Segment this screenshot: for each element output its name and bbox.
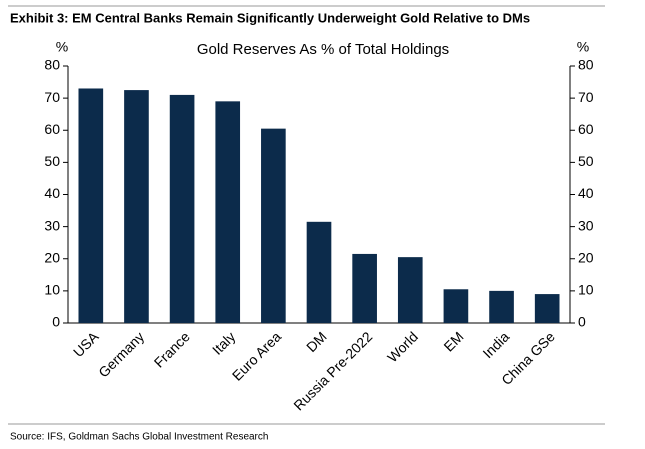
- x-tick-label: India: [480, 328, 513, 361]
- y-tick-label: 80: [44, 57, 60, 73]
- y-tick-label: 70: [44, 89, 60, 105]
- bar: [397, 257, 423, 323]
- chart-subtitle: Gold Reserves As % of Total Holdings: [197, 41, 449, 58]
- bar: [534, 294, 560, 323]
- x-tick-label: EM: [440, 328, 466, 354]
- y-tick-label: 20: [44, 249, 60, 265]
- y-tick-label: 40: [44, 185, 60, 201]
- bar: [352, 253, 377, 323]
- y-tick-label: 10: [44, 282, 60, 298]
- y2-tick-label: 60: [578, 121, 594, 137]
- y-tick-label: 30: [44, 217, 60, 233]
- y-tick-label: 0: [52, 314, 60, 330]
- y2-axis-label: %: [577, 39, 589, 55]
- y2-tick-label: 80: [578, 57, 594, 73]
- source-note: Source: IFS, Goldman Sachs Global Invest…: [10, 432, 268, 443]
- x-tick-label: DM: [303, 328, 330, 355]
- y2-tick-label: 0: [578, 314, 586, 330]
- y2-tick-label: 70: [578, 89, 594, 105]
- bar: [261, 128, 286, 323]
- x-tick-label: World: [384, 328, 421, 365]
- bar: [124, 90, 149, 323]
- y2-tick-label: 30: [578, 217, 594, 233]
- y2-tick-label: 20: [578, 249, 594, 265]
- y2-tick-label: 40: [578, 185, 594, 201]
- bar: [169, 94, 195, 323]
- y-axis-label: %: [56, 39, 68, 55]
- x-tick-label: Germany: [95, 328, 147, 380]
- x-tick-label: Russia Pre-2022: [290, 328, 375, 413]
- y-tick-label: 60: [44, 121, 60, 137]
- bar: [78, 88, 104, 323]
- y2-tick-label: 50: [578, 153, 594, 169]
- x-tick-label: France: [151, 328, 193, 370]
- bar: [215, 101, 241, 324]
- y-tick-label: 50: [44, 153, 60, 169]
- bar: [306, 221, 332, 323]
- x-tick-label: USA: [70, 328, 102, 360]
- bar: [489, 290, 514, 323]
- x-tick-label: Italy: [209, 328, 238, 357]
- chart-title: Exhibit 3: EM Central Banks Remain Signi…: [10, 10, 530, 25]
- x-tick-label: Euro Area: [229, 328, 284, 383]
- y2-tick-label: 10: [578, 282, 594, 298]
- bar: [443, 289, 469, 323]
